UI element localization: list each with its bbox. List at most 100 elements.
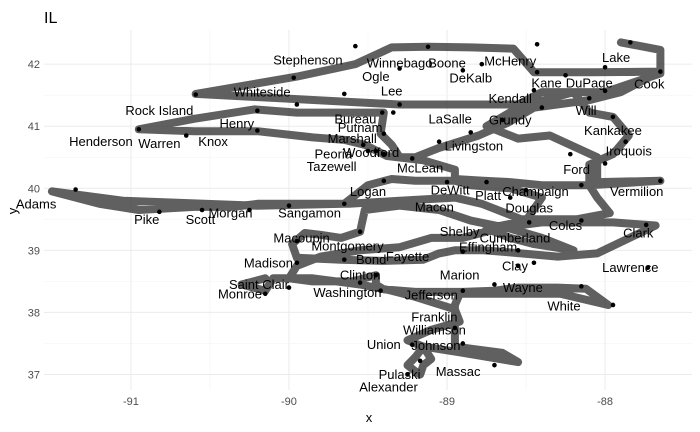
county-point [515,248,521,253]
county-point [460,288,466,293]
county-point [515,263,521,269]
county-label: Champaign [502,184,569,199]
x-axis-ticks: -91 -90 -89 -88 [123,396,613,408]
county-label: Boone [428,55,466,70]
county-label: Marion [440,268,480,283]
county-point [492,362,497,368]
county-label: Wayne [503,280,543,295]
county-label: Henry [219,116,254,131]
county-label: LaSalle [428,111,471,126]
county-label: DeKalb [449,70,492,85]
county-label: Knox [198,134,228,149]
county-label: Peoria [314,147,352,162]
county-label: Livingston [445,139,504,154]
county-label: Montgomery [311,239,384,254]
county-label: Whiteside [234,85,291,100]
county-point [294,238,300,244]
county-point [390,110,396,115]
county-point [460,68,466,73]
county-point [436,139,442,145]
county-label: Morgan [208,206,252,221]
county-label: Putnam [338,120,383,135]
y-tick-label: 41 [28,121,40,133]
county-label: Saint Clair [229,277,290,292]
county-point [425,44,431,50]
county-label: Alexander [359,379,418,394]
county-point [381,178,387,184]
county-label: Coles [549,218,583,233]
x-tick-label: -89 [439,396,455,408]
x-tick-label: -88 [597,396,613,408]
county-point [405,372,410,377]
county-label: Union [367,337,401,352]
county-label: Massac [436,364,481,379]
county-point [602,64,608,70]
county-point [199,207,205,213]
county-point [373,148,379,154]
county-point [286,285,292,290]
county-point [579,182,584,188]
county-label: Pike [134,212,159,227]
county-point [484,179,489,185]
county-point [381,151,387,157]
county-path [47,38,665,379]
county-label: Lawrence [602,260,658,275]
county-point [586,95,592,101]
county-label: Bureau [334,111,376,126]
county-label: Stephenson [273,52,342,67]
county-label: McLean [397,160,443,175]
x-tick-label: -90 [281,396,297,408]
county-point [610,302,616,308]
county-point [373,272,379,278]
county-point [357,229,363,235]
county-label: Ogle [362,69,389,84]
county-point [658,69,663,74]
county-point [157,209,162,215]
county-label: Tazewell [307,159,357,174]
county-point [531,260,537,266]
county-label: Lee [381,83,403,98]
county-point [602,161,608,166]
y-tick-label: 39 [28,245,40,257]
county-point [628,40,633,45]
county-point [397,102,402,107]
county-point [602,88,608,94]
county-point [610,114,616,120]
county-point [444,179,450,185]
county-label: Kendall [489,91,532,106]
county-point [378,288,383,293]
county-point [417,358,423,364]
county-point [645,265,651,271]
county-label: Rock Island [125,103,193,118]
county-point [286,203,292,208]
county-label: Scott [186,212,216,227]
county-label: Washington [313,285,381,300]
county-point [526,220,532,225]
county-label: Johnson [411,338,460,353]
county-point [381,131,387,136]
y-tick-label: 40 [28,183,40,195]
county-label: Kane [531,75,561,90]
y-tick-label: 42 [28,59,40,71]
county-label: Monroe [218,286,262,301]
county-point [460,341,466,346]
county-label: Woodford [343,145,399,160]
county-point [291,75,297,81]
county-point [579,218,584,223]
county-label: Kankakee [584,123,642,138]
county-label: Sangamon [278,206,341,221]
county-point [658,178,663,184]
county-point [539,105,545,110]
county-label: Iroquois [606,144,653,159]
county-label: Clinton [340,268,380,283]
county-point [193,92,199,97]
county-point [255,108,260,113]
county-point [379,110,385,115]
county-label: Madison [244,255,293,270]
county-point [294,260,300,266]
county-point [492,282,497,287]
county-point [360,142,366,148]
county-point [523,187,529,193]
x-axis-title: x [366,410,373,425]
